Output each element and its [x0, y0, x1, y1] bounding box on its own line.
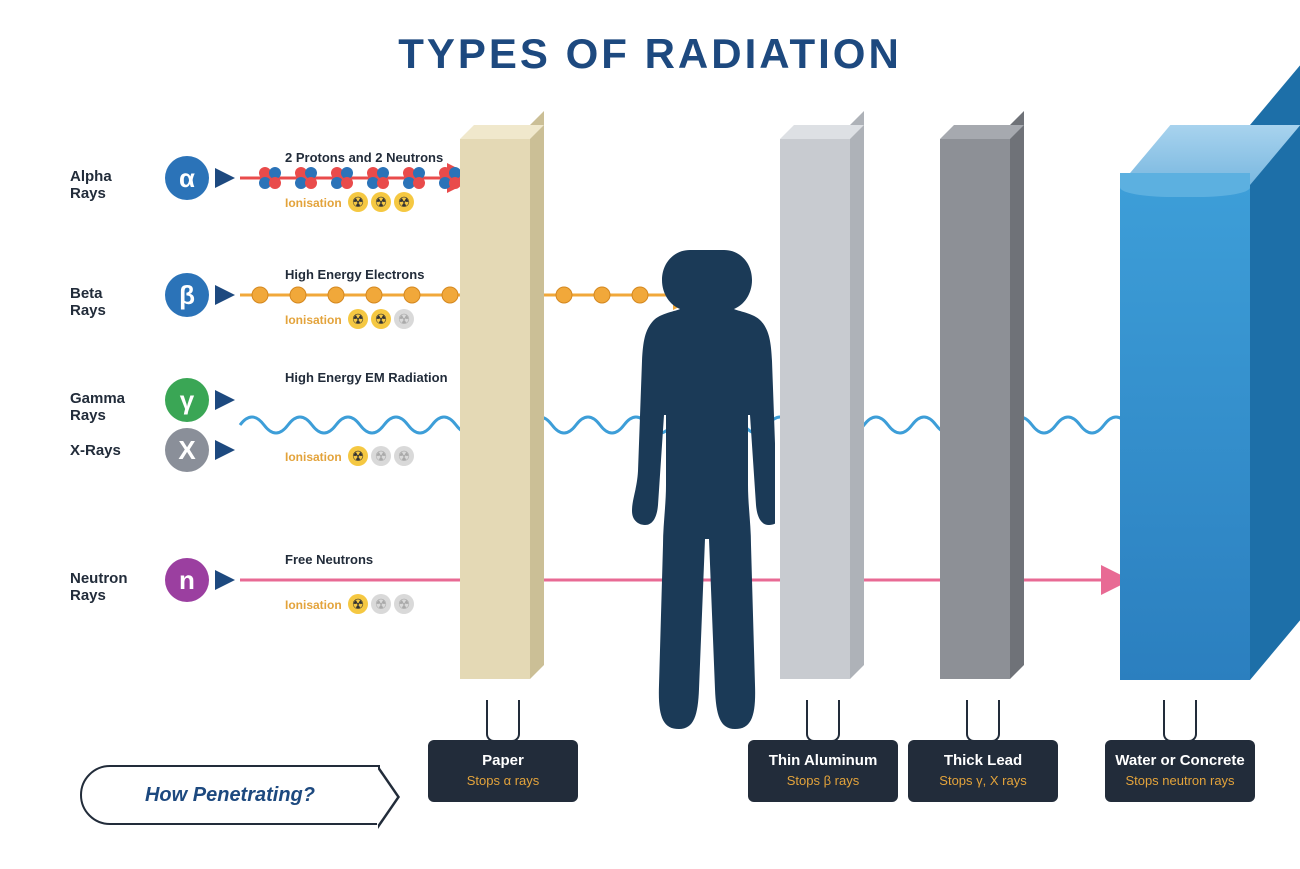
trefoil-icon: ☢: [394, 192, 414, 212]
caption-title: Paper: [436, 752, 570, 769]
ray-label-xray: X-Rays: [70, 442, 160, 459]
diagram-canvas: AlphaRaysα 2 Protons and 2 Neutrons Ionisa…: [0, 100, 1300, 740]
ray-arrow-alpha: [215, 168, 235, 188]
ray-desc-alpha: 2 Protons and 2 Neutrons: [285, 150, 443, 165]
ionisation-icons-neutron: ☢☢☢: [348, 594, 414, 614]
barrier-caption-2: Thick Lead Stops γ, X rays: [908, 740, 1058, 802]
ray-symbol-xray: X: [165, 428, 209, 472]
trefoil-icon: ☢: [371, 594, 391, 614]
trefoil-icon: ☢: [371, 309, 391, 329]
main-title: TYPES OF RADIATION: [0, 0, 1300, 78]
caption-subtitle: Stops γ, X rays: [916, 773, 1050, 788]
barrier-water: [1120, 125, 1250, 680]
trefoil-icon: ☢: [394, 594, 414, 614]
trefoil-icon: ☢: [348, 446, 368, 466]
ray-symbol-beta: β: [165, 273, 209, 317]
ionisation-icons-beta: ☢☢☢: [348, 309, 414, 329]
caption-subtitle: Stops neutron rays: [1113, 773, 1247, 788]
trefoil-icon: ☢: [348, 309, 368, 329]
human-silhouette: [605, 250, 775, 790]
ray-desc-neutron: Free Neutrons: [285, 552, 373, 567]
ray-label-neutron: NeutronRays: [70, 570, 160, 605]
trefoil-icon: ☢: [371, 192, 391, 212]
caption-title: Water or Concrete: [1113, 752, 1247, 769]
ray-arrow-beta: [215, 285, 235, 305]
caption-subtitle: Stops β rays: [756, 773, 890, 788]
ray-symbol-gamma: γ: [165, 378, 209, 422]
ray-arrow-xray: [215, 440, 235, 460]
barrier-caption-0: Paper Stops α rays: [428, 740, 578, 802]
trefoil-icon: ☢: [394, 309, 414, 329]
how-penetrating-text: How Penetrating?: [145, 784, 315, 807]
ray-arrow-neutron: [215, 570, 235, 590]
barrier-caption-1: Thin Aluminum Stops β rays: [748, 740, 898, 802]
ray-arrow-gamma: [215, 390, 235, 410]
ionisation-label-alpha: Ionisation: [285, 196, 342, 210]
ray-label-gamma: GammaRays: [70, 390, 160, 425]
ionisation-label-beta: Ionisation: [285, 313, 342, 327]
how-penetrating-box: How Penetrating?: [80, 765, 380, 825]
ray-label-alpha: AlphaRays: [70, 168, 160, 203]
caption-subtitle: Stops α rays: [436, 773, 570, 788]
ray-desc-gamma: High Energy EM Radiation: [285, 370, 448, 385]
trefoil-icon: ☢: [348, 192, 368, 212]
ionisation-label-neutron: Ionisation: [285, 598, 342, 612]
trefoil-icon: ☢: [348, 594, 368, 614]
ray-desc-beta: High Energy Electrons: [285, 267, 424, 282]
trefoil-icon: ☢: [371, 446, 391, 466]
barrier-caption-3: Water or Concrete Stops neutron rays: [1105, 740, 1255, 802]
caption-title: Thin Aluminum: [756, 752, 890, 769]
trefoil-icon: ☢: [394, 446, 414, 466]
ionisation-icons-gamma: ☢☢☢: [348, 446, 414, 466]
ray-symbol-neutron: n: [165, 558, 209, 602]
ionisation-icons-alpha: ☢☢☢: [348, 192, 414, 212]
caption-title: Thick Lead: [916, 752, 1050, 769]
ray-symbol-alpha: α: [165, 156, 209, 200]
ray-label-beta: BetaRays: [70, 285, 160, 320]
ionisation-label-gamma: Ionisation: [285, 450, 342, 464]
